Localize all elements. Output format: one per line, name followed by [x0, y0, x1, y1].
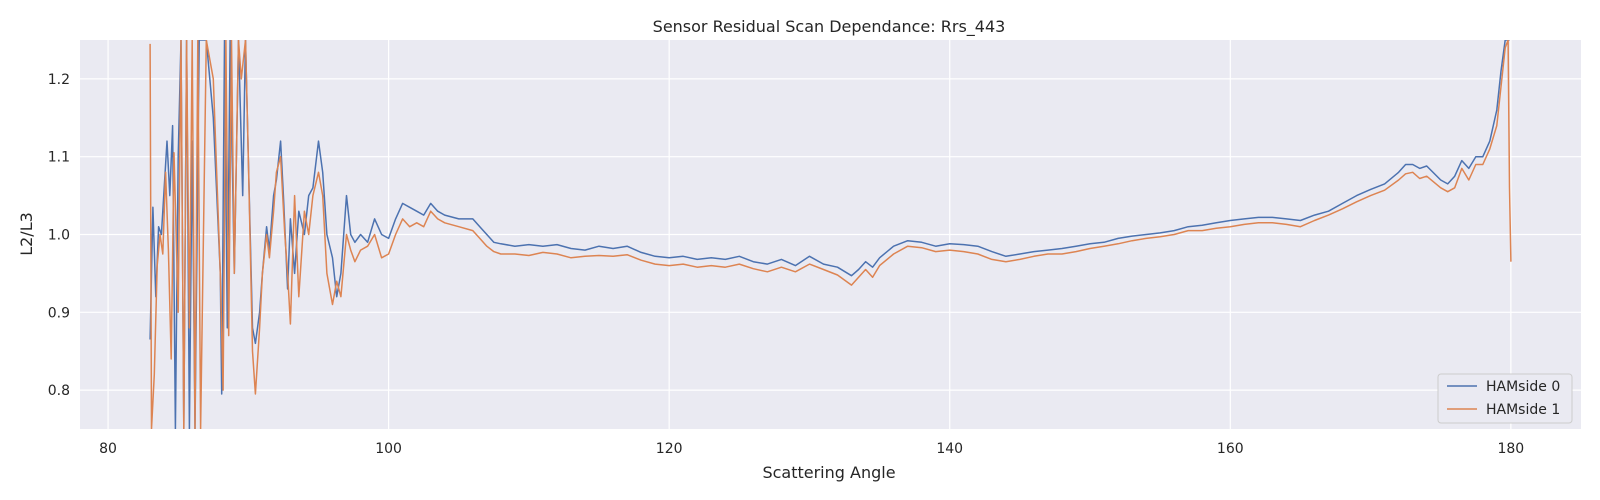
y-tick-label: 1.1 — [48, 150, 70, 166]
grid-lines — [80, 40, 1581, 429]
legend: HAMside 0 HAMside 1 — [1437, 373, 1573, 424]
series-line-hamside-0 — [149, 40, 1510, 429]
x-axis-label: Scattering Angle — [762, 463, 895, 482]
x-tick-label: 100 — [375, 441, 402, 457]
x-tick-label: 160 — [1217, 441, 1244, 457]
x-axis-ticks: 80 100 120 140 160 180 — [99, 441, 1524, 457]
y-axis-label: L2/L3 — [17, 212, 36, 256]
legend-label-hamside-0: HAMside 0 — [1486, 379, 1560, 395]
x-tick-label: 80 — [99, 441, 117, 457]
y-tick-label: 1.2 — [48, 72, 70, 88]
x-tick-label: 140 — [936, 441, 963, 457]
x-tick-label: 120 — [656, 441, 683, 457]
x-tick-label: 180 — [1497, 441, 1524, 457]
legend-label-hamside-1: HAMside 1 — [1486, 402, 1560, 418]
chart-title: Sensor Residual Scan Dependance: Rrs_443 — [653, 17, 1006, 37]
y-axis-ticks: 0.8 0.9 1.0 1.1 1.2 — [48, 72, 70, 399]
y-tick-label: 1.0 — [48, 228, 70, 244]
y-tick-label: 0.8 — [48, 383, 70, 399]
y-tick-label: 0.9 — [48, 305, 70, 321]
series-lines — [149, 40, 1512, 429]
series-line-hamside-1 — [149, 40, 1512, 429]
